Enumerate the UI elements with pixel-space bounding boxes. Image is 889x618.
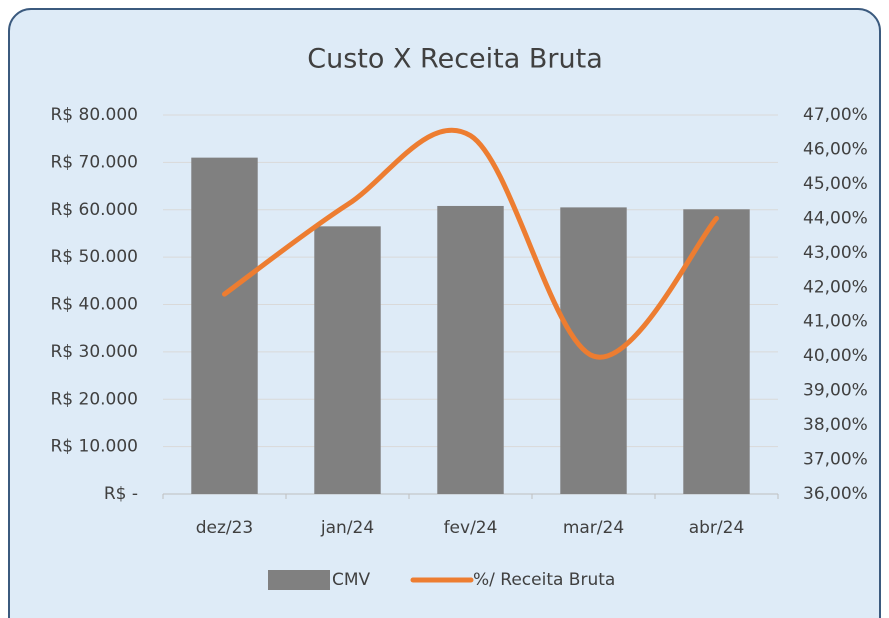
y-tick-label: R$ 60.000 — [50, 200, 138, 220]
y-tick-label: R$ 20.000 — [50, 389, 138, 409]
chart-title: Custo X Receita Bruta — [307, 44, 603, 75]
bar — [683, 209, 750, 494]
y2-tick-label: 37,00% — [803, 450, 868, 470]
y-tick-label: R$ 40.000 — [50, 295, 138, 315]
x-tick-label: abr/24 — [689, 518, 745, 538]
y2-tick-label: 38,00% — [803, 415, 868, 435]
x-tick-label: jan/24 — [320, 518, 374, 538]
y-tick-label: R$ - — [104, 484, 138, 504]
y2-tick-label: 46,00% — [803, 139, 868, 159]
y-tick-label: R$ 10.000 — [50, 437, 138, 457]
y-tick-label: R$ 50.000 — [50, 247, 138, 267]
bar — [191, 157, 258, 494]
y-tick-label: R$ 30.000 — [50, 342, 138, 362]
bar — [314, 226, 381, 495]
legend-swatch — [268, 570, 330, 590]
y2-tick-label: 43,00% — [803, 243, 868, 263]
y2-tick-label: 47,00% — [803, 105, 868, 125]
y2-tick-label: 39,00% — [803, 381, 868, 401]
y2-tick-label: 44,00% — [803, 208, 868, 228]
y2-tick-label: 41,00% — [803, 312, 868, 332]
y2-tick-label: 36,00% — [803, 484, 868, 504]
bar — [437, 205, 504, 494]
y2-tick-label: 42,00% — [803, 277, 868, 297]
y2-tick-label: 45,00% — [803, 174, 868, 194]
y2-tick-label: 40,00% — [803, 346, 868, 366]
x-tick-label: mar/24 — [563, 518, 624, 538]
x-tick-label: fev/24 — [444, 518, 498, 538]
legend-label: %/ Receita Bruta — [473, 570, 615, 590]
y-tick-label: R$ 80.000 — [50, 105, 138, 125]
y-tick-label: R$ 70.000 — [50, 152, 138, 172]
line — [222, 127, 719, 360]
x-tick-label: dez/23 — [196, 518, 254, 538]
legend-label: CMV — [332, 570, 371, 590]
